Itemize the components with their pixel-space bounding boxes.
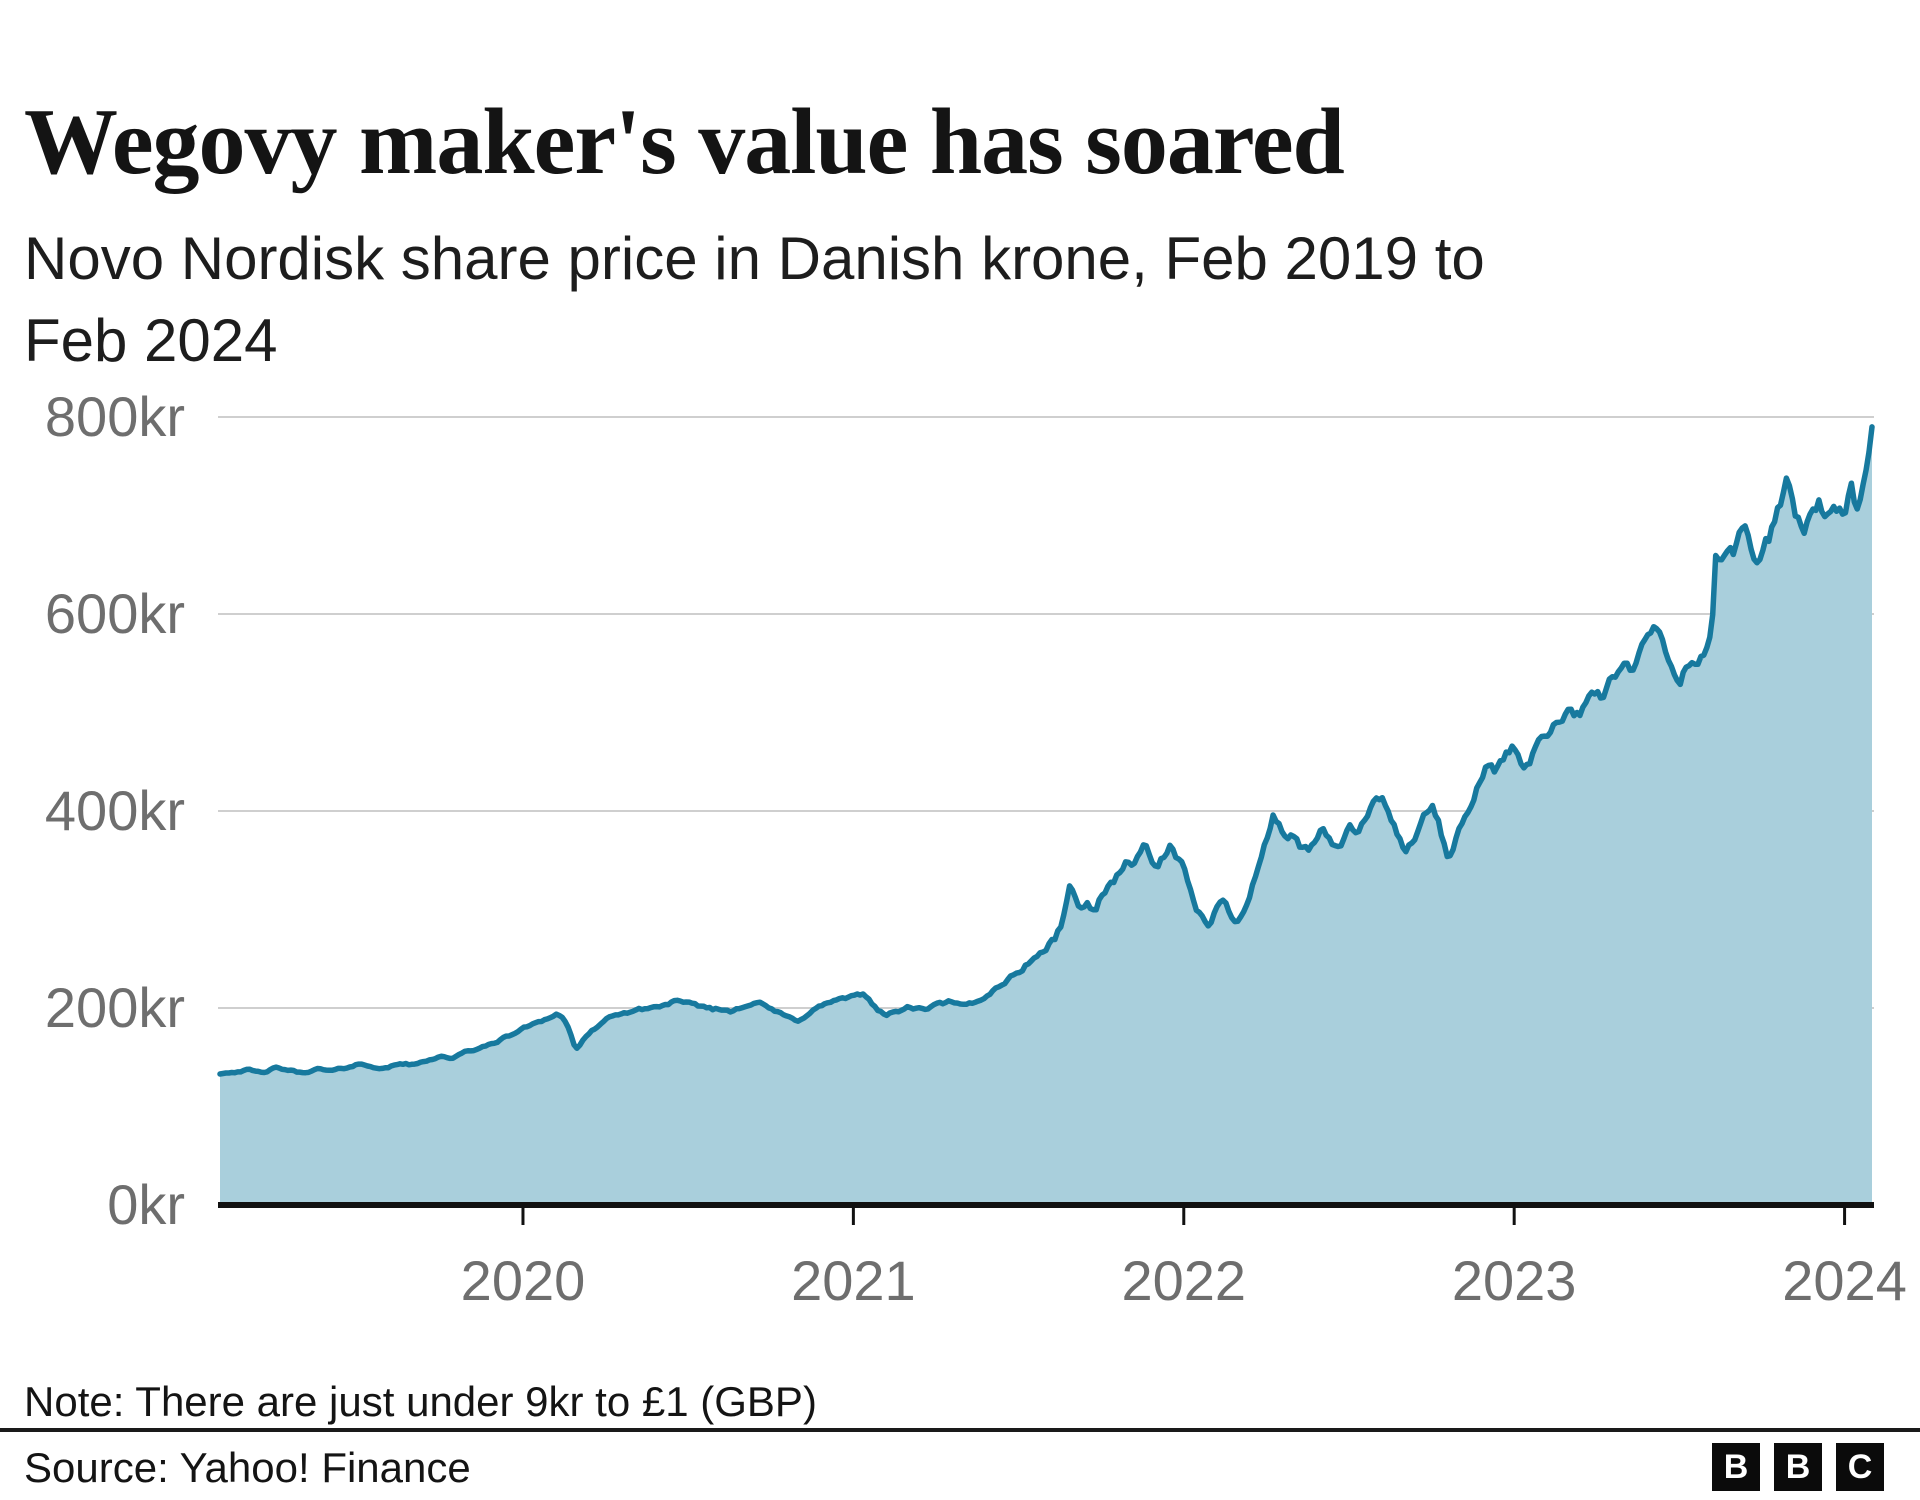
y-axis-label: 800kr (44, 385, 185, 448)
x-axis-label: 2020 (460, 1249, 586, 1312)
footnote: Note: There are just under 9kr to £1 (GB… (24, 1378, 817, 1425)
footer-divider (0, 1428, 1920, 1432)
x-axis-label: 2024 (1782, 1249, 1907, 1312)
y-axis-label: 600kr (44, 582, 185, 645)
bbc-logo-block: B (1712, 1443, 1760, 1491)
x-axis-label: 2022 (1121, 1249, 1247, 1312)
chart-title: Wegovy maker's value has soared (24, 89, 1345, 194)
area-fill (220, 426, 1872, 1205)
bbc-logo-block: B (1774, 1443, 1822, 1491)
source: Source: Yahoo! Finance (24, 1444, 471, 1491)
y-axis-label: 200kr (44, 976, 185, 1039)
x-axis-label: 2023 (1451, 1249, 1577, 1312)
bbc-logo-block: C (1836, 1443, 1884, 1491)
y-axis-label: 400kr (44, 779, 185, 842)
bbc-logo: B B C (1712, 1443, 1884, 1491)
y-axis-label: 0kr (107, 1173, 185, 1236)
x-axis-label: 2021 (791, 1249, 916, 1312)
chart-subtitle: Novo Nordisk share price in Danish krone… (24, 225, 1485, 374)
price-area-chart (217, 416, 1875, 1225)
price-line (217, 424, 1875, 1077)
